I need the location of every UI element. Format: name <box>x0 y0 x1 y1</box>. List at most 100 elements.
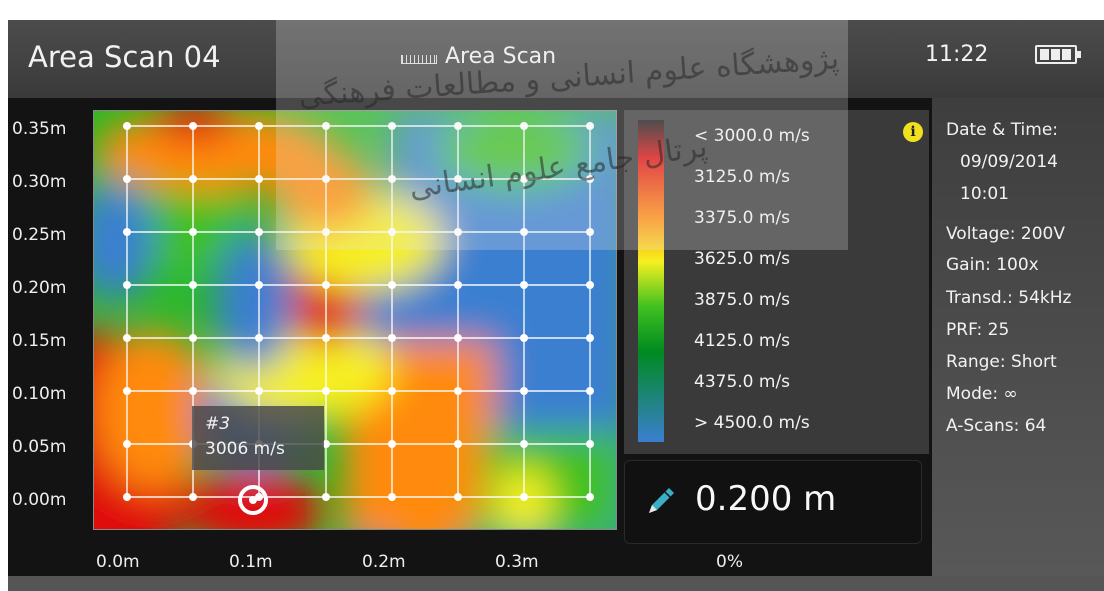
measurement-point <box>123 440 131 448</box>
watermark-overlay <box>276 20 848 250</box>
mode-selector[interactable]: Area Scan <box>401 44 556 69</box>
measurement-point <box>322 334 330 342</box>
measurement-point <box>388 440 396 448</box>
measurement-point <box>586 493 594 501</box>
measurement-point <box>189 122 197 130</box>
measurement-point <box>388 334 396 342</box>
measurement-point <box>586 228 594 236</box>
measurement-point <box>520 122 528 130</box>
measurement-point <box>454 493 462 501</box>
measurement-point <box>586 281 594 289</box>
cursor-target-icon[interactable] <box>238 485 268 515</box>
mode-setting: Mode: ∞ <box>946 384 1018 404</box>
measurement-point <box>454 228 462 236</box>
point-value: 3006 m/s <box>205 439 285 459</box>
mode-label: Area Scan <box>445 44 557 69</box>
measurement-point <box>454 281 462 289</box>
legend-label: 3625.0 m/s <box>694 249 791 269</box>
measurement-point <box>123 281 131 289</box>
measurement-point <box>322 175 330 183</box>
ruler-icon <box>401 55 437 64</box>
gain-setting: Gain: 100x <box>946 255 1039 275</box>
scan-time: 10:01 <box>960 184 1009 204</box>
measurement-point <box>520 493 528 501</box>
measurement-point <box>123 334 131 342</box>
ascans-setting: A-Scans: 64 <box>946 416 1047 436</box>
date-time-label: Date & Time: <box>946 120 1059 140</box>
device-screen: Area Scan 04 Area Scan 11:22 0.35m 0.30m… <box>8 20 1104 591</box>
measurement-point <box>520 440 528 448</box>
scan-title: Area Scan 04 <box>28 40 221 74</box>
measurement-point <box>123 122 131 130</box>
info-icon[interactable]: i <box>903 122 923 142</box>
battery-full-icon <box>1035 45 1081 64</box>
y-tick-label: 0.05m <box>12 437 67 457</box>
measurement-point <box>520 334 528 342</box>
measurement-point <box>255 334 263 342</box>
measurement-point <box>454 175 462 183</box>
clock: 11:22 <box>925 42 989 67</box>
measurement-point <box>586 387 594 395</box>
measurement-point <box>388 122 396 130</box>
voltage-setting: Voltage: 200V <box>946 224 1065 244</box>
measurement-point <box>388 493 396 501</box>
legend-label: 3375.0 m/s <box>694 208 791 228</box>
percent-label: 0% <box>716 552 743 572</box>
measurement-point <box>520 281 528 289</box>
y-tick-label: 0.20m <box>12 278 67 298</box>
prf-setting: PRF: 25 <box>946 320 1010 340</box>
y-tick-label: 0.15m <box>12 331 67 351</box>
title-bar: Area Scan 04 Area Scan 11:22 <box>8 20 1104 98</box>
measurement-point <box>189 387 197 395</box>
pencil-icon[interactable] <box>643 483 679 519</box>
legend-label: 4125.0 m/s <box>694 331 791 351</box>
measurement-point <box>189 175 197 183</box>
measurement-point <box>586 334 594 342</box>
measurement-point <box>388 175 396 183</box>
measurement-point <box>189 334 197 342</box>
distance-display[interactable]: 0.200 m <box>624 460 922 544</box>
legend-label: 3875.0 m/s <box>694 290 791 310</box>
y-tick-label: 0.10m <box>12 384 67 404</box>
measurement-point <box>520 175 528 183</box>
y-tick-label: 0.35m <box>12 119 67 139</box>
heatmap-canvas <box>94 111 616 529</box>
measurement-point <box>586 122 594 130</box>
measurement-point <box>322 440 330 448</box>
measurement-point <box>255 228 263 236</box>
measurement-point <box>454 387 462 395</box>
legend-label: 4375.0 m/s <box>694 372 791 392</box>
measurement-point <box>322 122 330 130</box>
measurement-point <box>255 387 263 395</box>
x-tick-label: 0.3m <box>495 552 539 572</box>
measurement-point <box>388 281 396 289</box>
x-tick-label: 0.2m <box>362 552 406 572</box>
measurement-point <box>255 175 263 183</box>
y-tick-label: 0.30m <box>12 172 67 192</box>
measurement-point <box>123 387 131 395</box>
measurement-point <box>255 281 263 289</box>
legend-color-bar <box>638 120 664 442</box>
measurement-point <box>123 175 131 183</box>
measurement-point <box>586 175 594 183</box>
y-tick-label: 0.25m <box>12 225 67 245</box>
measurement-point <box>520 387 528 395</box>
color-legend: < 3000.0 m/s 3125.0 m/s 3375.0 m/s 3625.… <box>624 110 929 454</box>
measurement-point <box>322 228 330 236</box>
legend-label: 3125.0 m/s <box>694 167 791 187</box>
distance-value: 0.200 m <box>695 479 837 519</box>
scan-date: 09/09/2014 <box>960 152 1058 172</box>
measurement-point <box>123 493 131 501</box>
measurement-point <box>388 228 396 236</box>
legend-label: < 3000.0 m/s <box>694 126 810 146</box>
measurement-point <box>123 228 131 236</box>
range-setting: Range: Short <box>946 352 1057 372</box>
measurement-point <box>322 281 330 289</box>
measurement-point <box>454 334 462 342</box>
x-tick-label: 0.0m <box>96 552 140 572</box>
velocity-heatmap[interactable] <box>93 110 617 530</box>
measurement-point <box>322 387 330 395</box>
point-id: #3 <box>205 414 231 434</box>
measurement-point <box>520 228 528 236</box>
bottom-bar <box>8 576 1104 591</box>
